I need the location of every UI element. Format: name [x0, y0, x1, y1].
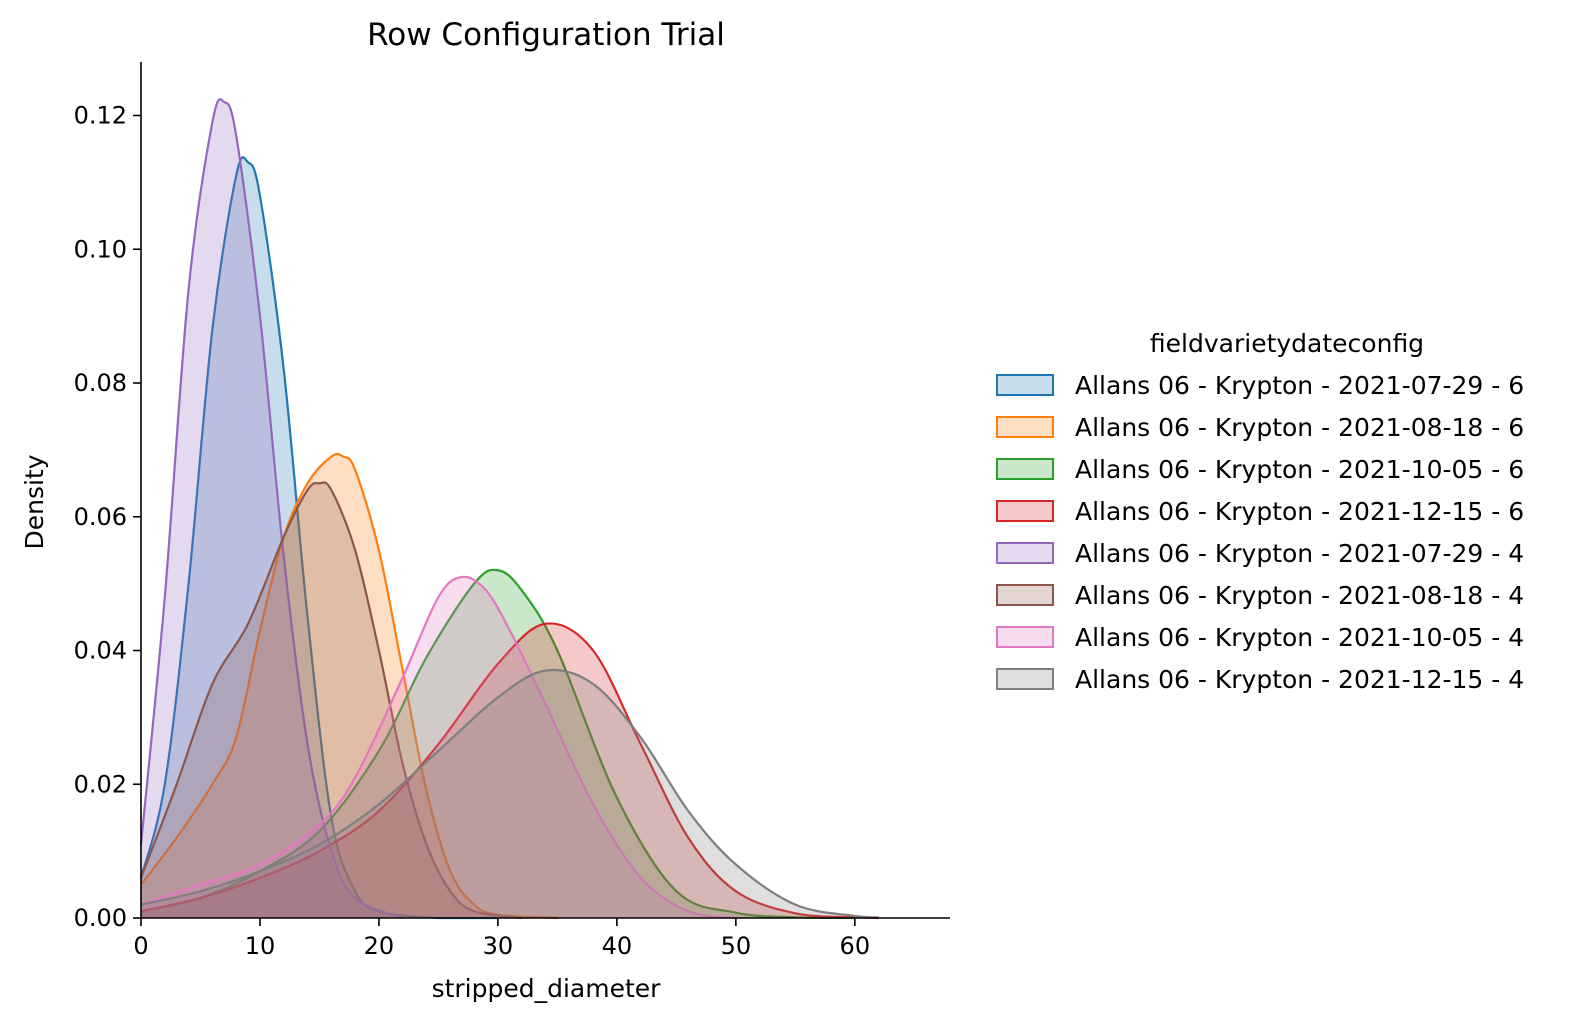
- legend-swatch: [996, 542, 1054, 564]
- x-tick-label: 10: [245, 932, 276, 960]
- axes: 0 10 20 30 40 50 60 0.00 0.02 0.04 0.06 0.08 0.10 0.1…: [74, 62, 950, 960]
- density-line-5: [139, 98, 404, 920]
- x-tick-label: 30: [483, 932, 514, 960]
- y-axis-label: Density: [20, 454, 49, 549]
- density-line-4: [140, 622, 879, 920]
- x-tick-label: 20: [364, 932, 395, 960]
- legend-title: fieldvarietydateconfig: [1150, 329, 1424, 358]
- density-fill-7: [141, 576, 736, 918]
- x-tick-label: 40: [602, 932, 633, 960]
- legend-swatch: [996, 668, 1054, 690]
- x-tick-label: 0: [133, 932, 148, 960]
- legend-swatch: [996, 500, 1054, 522]
- y-tick-label: 0.08: [74, 369, 127, 397]
- legend-swatch: [996, 416, 1054, 438]
- y-tick-label: 0.00: [74, 904, 127, 932]
- legend-label: Allans 06 - Krypton - 2021-10-05 - 6: [1075, 455, 1524, 484]
- x-axis-label: stripped_diameter: [432, 974, 662, 1003]
- density-line-6: [139, 481, 522, 920]
- density-fill-6: [141, 482, 522, 918]
- legend-label: Allans 06 - Krypton - 2021-07-29 - 4: [1075, 539, 1524, 568]
- density-fill-3: [141, 569, 855, 918]
- legend-label: Allans 06 - Krypton - 2021-07-29 - 6: [1075, 371, 1524, 400]
- legend-label: Allans 06 - Krypton - 2021-08-18 - 6: [1075, 413, 1524, 442]
- density-fill-5: [141, 99, 403, 918]
- legend-swatch: [996, 374, 1054, 396]
- y-tick-label: 0.02: [74, 770, 127, 798]
- density-fill-2: [141, 453, 558, 918]
- legend: fieldvarietydateconfig Allans 06 - Krypt…: [996, 329, 1524, 694]
- legend-swatch: [996, 458, 1054, 480]
- legend-swatch: [996, 584, 1054, 606]
- x-tick-label: 60: [840, 932, 871, 960]
- density-line-3: [140, 568, 855, 920]
- legend-swatch: [996, 626, 1054, 648]
- legend-label: Allans 06 - Krypton - 2021-12-15 - 4: [1075, 665, 1524, 694]
- chart-title: Row Configuration Trial: [367, 17, 725, 53]
- y-tick-label: 0.12: [74, 102, 127, 130]
- density-line-7: [140, 575, 737, 920]
- legend-label: Allans 06 - Krypton - 2021-10-05 - 4: [1075, 623, 1524, 652]
- density-fill-4: [141, 623, 879, 918]
- density-line-1: [139, 156, 498, 920]
- plot-area: [139, 98, 879, 920]
- y-tick-label: 0.10: [74, 235, 127, 263]
- legend-label: Allans 06 - Krypton - 2021-12-15 - 6: [1075, 497, 1524, 526]
- x-tick-label: 50: [721, 932, 752, 960]
- y-tick-label: 0.06: [74, 503, 127, 531]
- density-fill-8: [141, 670, 879, 918]
- density-fill-1: [141, 157, 498, 919]
- density-line-8: [140, 668, 879, 919]
- legend-label: Allans 06 - Krypton - 2021-08-18 - 4: [1075, 581, 1524, 610]
- y-tick-label: 0.04: [74, 637, 127, 665]
- density-line-2: [140, 452, 558, 920]
